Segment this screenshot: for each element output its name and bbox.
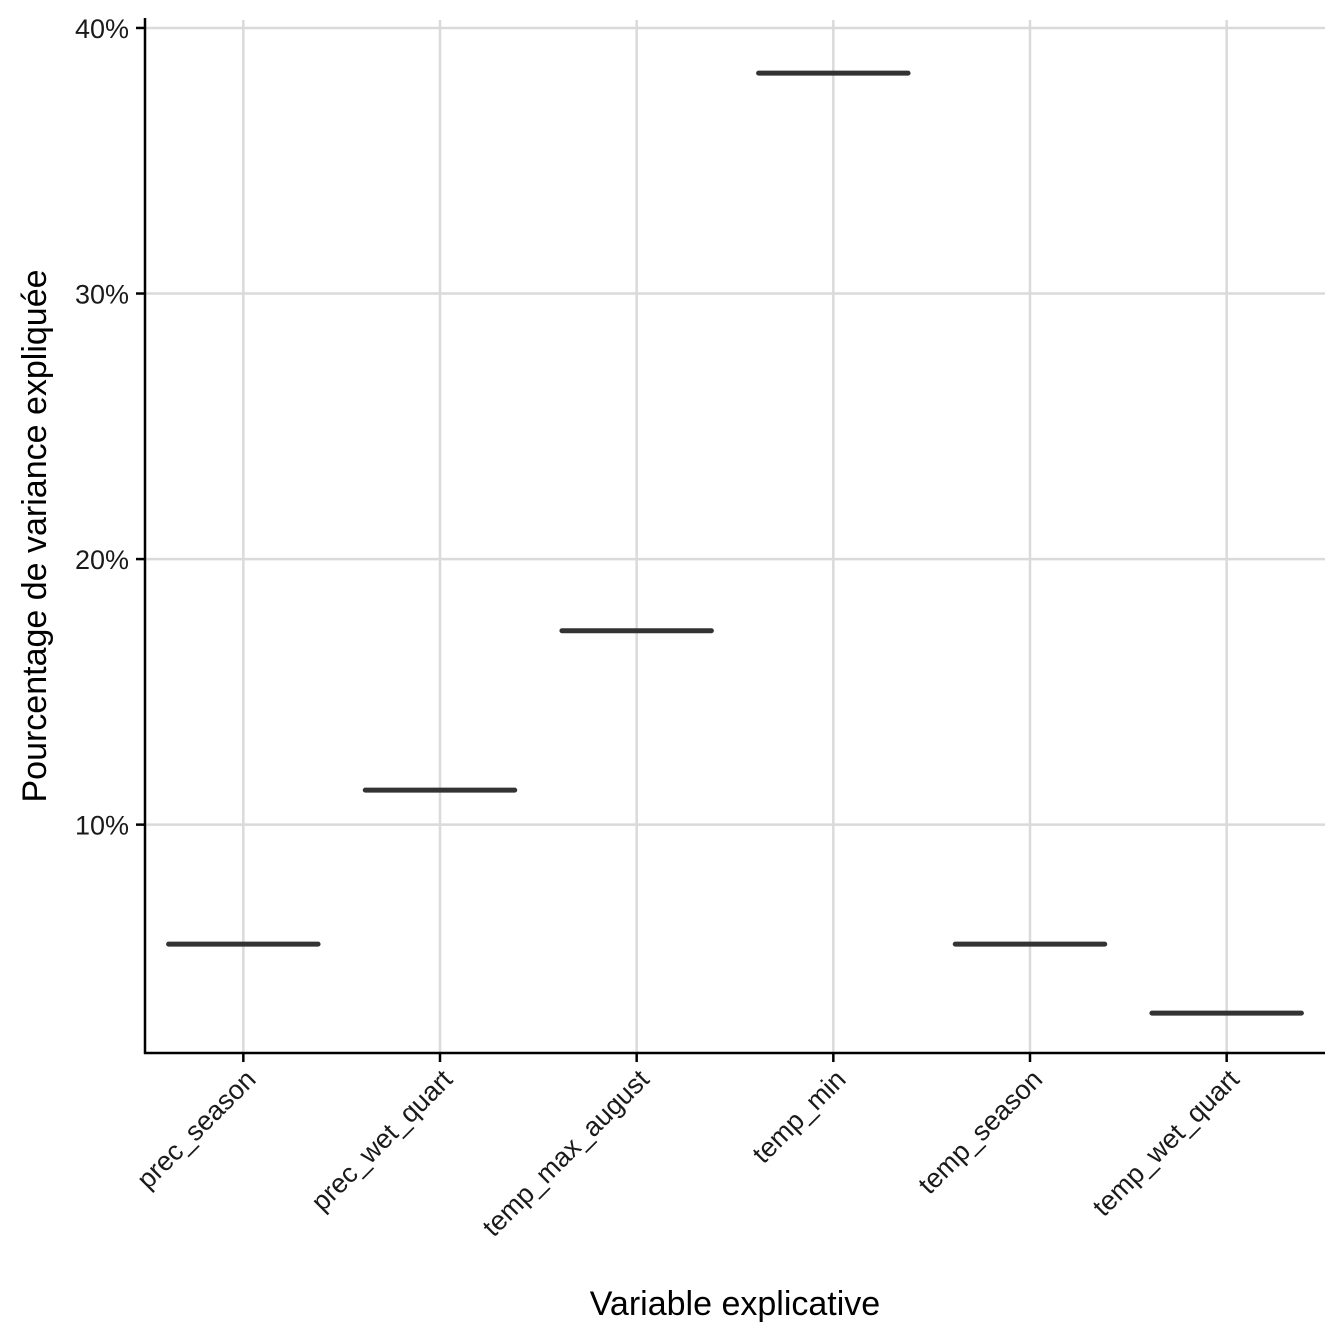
- y-axis-title: Pourcentage de variance expliquée: [16, 269, 54, 802]
- marks: [166, 70, 1304, 1016]
- x-tick-label: temp_season: [912, 1064, 1048, 1200]
- x-axis-title: Variable explicative: [590, 1285, 880, 1323]
- grid: [145, 20, 1325, 1053]
- x-tick-label: temp_max_august: [477, 1064, 656, 1243]
- x-tick-label: temp_min: [747, 1064, 852, 1169]
- x-tick-label: prec_season: [131, 1064, 262, 1195]
- axes: [136, 18, 1325, 1062]
- y-tick-label: 10%: [75, 811, 129, 841]
- y-tick-label: 30%: [75, 280, 129, 310]
- y-tick-label: 40%: [75, 14, 129, 44]
- x-tick-label: prec_wet_quart: [305, 1064, 458, 1217]
- y-tick-label: 20%: [75, 545, 129, 575]
- x-tick-label: temp_wet_quart: [1087, 1064, 1245, 1222]
- labels: 10%20%30%40%prec_season prec_wet_quart tem…: [75, 14, 1245, 1242]
